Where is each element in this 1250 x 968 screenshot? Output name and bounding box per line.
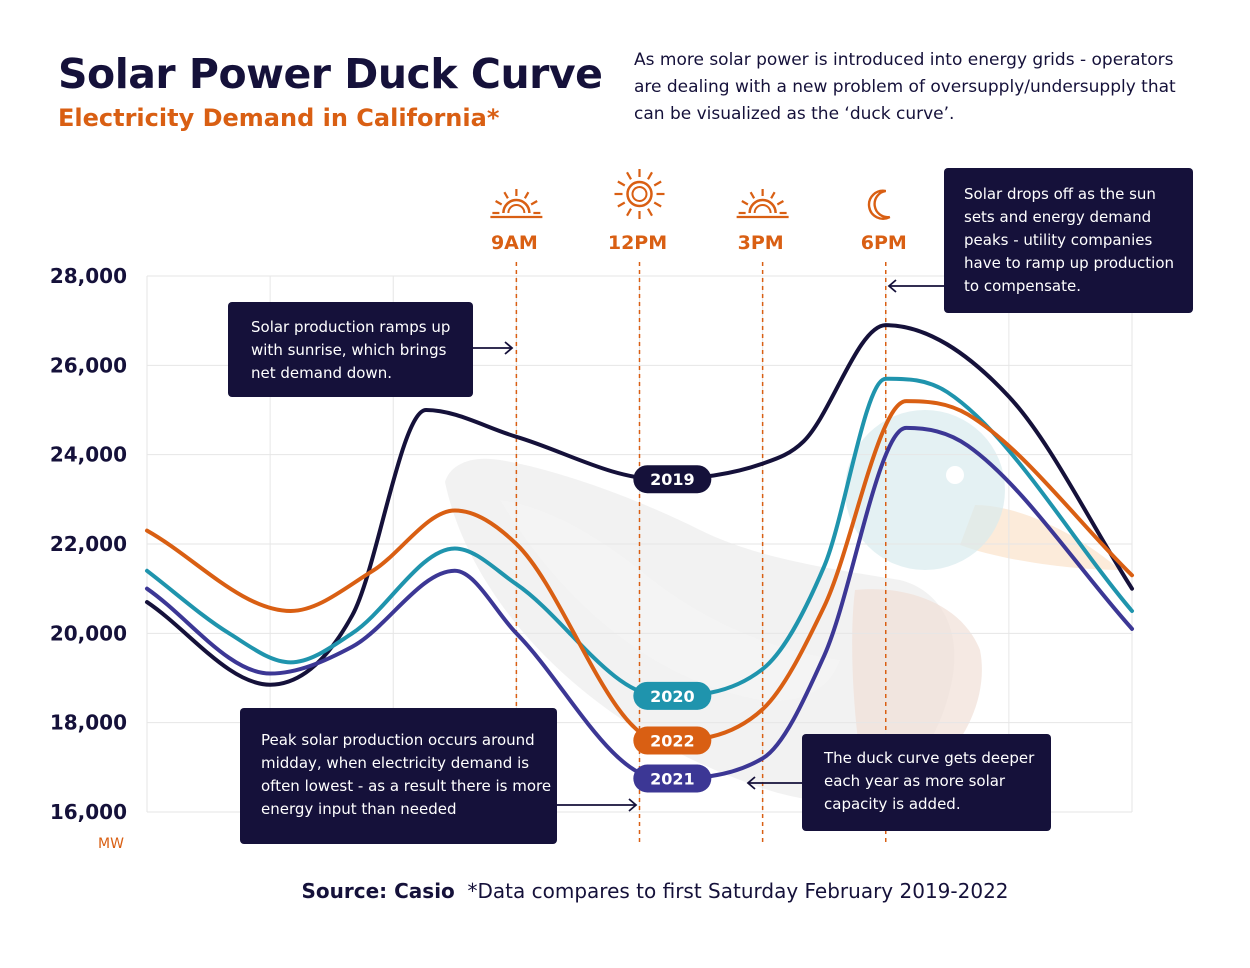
y-axis: 16,000 18,000 20,000 22,000 24,000 26,000 28,0…: [50, 264, 127, 824]
arrow-midday: [557, 798, 638, 812]
duck-wing: [500, 500, 840, 701]
annotation-deeper: The duck curve gets deeper each year as …: [802, 734, 1051, 831]
y-tick-label: 24,000: [50, 443, 127, 467]
series-label-2020: 2020: [633, 681, 712, 710]
intro-line: can be visualized as the ‘duck curve’.: [634, 104, 955, 124]
annotation-sunset: Solar drops off as the sun sets and ener…: [944, 168, 1193, 313]
series-label-2022: 2022: [633, 726, 712, 755]
annotation-line: Peak solar production occurs around: [261, 731, 535, 749]
y-tick-label: 28,000: [50, 264, 127, 288]
series-label-2019: 2019: [633, 465, 712, 494]
svg-text:2022: 2022: [650, 732, 695, 751]
series-labels: 2019 2020 2021 2022: [633, 465, 712, 793]
source-footer: Source: Casio *Data compares to first Sa…: [0, 879, 1250, 903]
y-unit-label: MW: [98, 836, 124, 852]
y-tick-label: 16,000: [50, 800, 127, 824]
annotation-line: midday, when electricity demand is: [261, 754, 530, 772]
moon-icon: [867, 189, 891, 220]
time-markers: 9AM 12PM 3PM 6PM: [490, 169, 907, 842]
time-marker-label: 12PM: [608, 232, 667, 254]
y-tick-label: 18,000: [50, 711, 127, 735]
annotation-line: sets and energy demand: [964, 208, 1152, 226]
chart-subtitle: Electricity Demand in California*: [58, 104, 500, 132]
annotation-line: Solar drops off as the sun: [964, 185, 1156, 203]
time-marker-label: 6PM: [861, 232, 907, 254]
svg-text:2019: 2019: [650, 470, 695, 489]
intro-text: As more solar power is introduced into e…: [634, 47, 1214, 128]
sunset-icon: [736, 189, 789, 219]
duck-head: [845, 410, 1005, 570]
intro-line: As more solar power is introduced into e…: [634, 50, 1174, 70]
arrow-sunset: [887, 279, 944, 293]
svg-text:2020: 2020: [650, 687, 695, 706]
annotation-line: energy input than needed: [261, 800, 457, 818]
arrow-sunrise: [473, 341, 514, 355]
y-tick-label: 20,000: [50, 621, 127, 645]
duck-eye: [946, 466, 964, 484]
annotation-arrows: [473, 279, 944, 812]
intro-line: are dealing with a new problem of oversu…: [634, 77, 1176, 97]
sun-icon: [614, 169, 665, 219]
time-marker-label: 3PM: [738, 232, 784, 254]
svg-text:2021: 2021: [650, 770, 695, 789]
annotation-line: each year as more solar: [824, 772, 1006, 790]
annotation-line: capacity is added.: [824, 795, 961, 813]
annotation-line: peaks - utility companies: [964, 231, 1153, 249]
series-label-2021: 2021: [633, 764, 712, 793]
annotation-line: often lowest - as a result there is more: [261, 777, 552, 795]
sunrise-icon: [490, 189, 543, 219]
annotation-line: to compensate.: [964, 277, 1082, 295]
annotation-midday: Peak solar production occurs around midd…: [240, 708, 557, 844]
duck-beak: [960, 505, 1120, 570]
annotation-line: net demand down.: [251, 364, 392, 382]
annotation-sunrise: Solar production ramps up with sunrise, …: [228, 302, 473, 397]
annotation-line: have to ramp up production: [964, 254, 1174, 272]
source-label: Source: Casio: [301, 879, 455, 903]
annotation-line: Solar production ramps up: [251, 318, 451, 336]
y-tick-label: 26,000: [50, 353, 127, 377]
arrow-deeper: [746, 776, 802, 790]
source-note: *Data compares to first Saturday Februar…: [467, 879, 1009, 903]
annotation-line: with sunrise, which brings: [251, 341, 447, 359]
annotation-line: The duck curve gets deeper: [824, 749, 1035, 767]
time-marker-label: 9AM: [491, 232, 538, 254]
y-tick-label: 22,000: [50, 532, 127, 556]
chart-title: Solar Power Duck Curve: [58, 50, 603, 98]
